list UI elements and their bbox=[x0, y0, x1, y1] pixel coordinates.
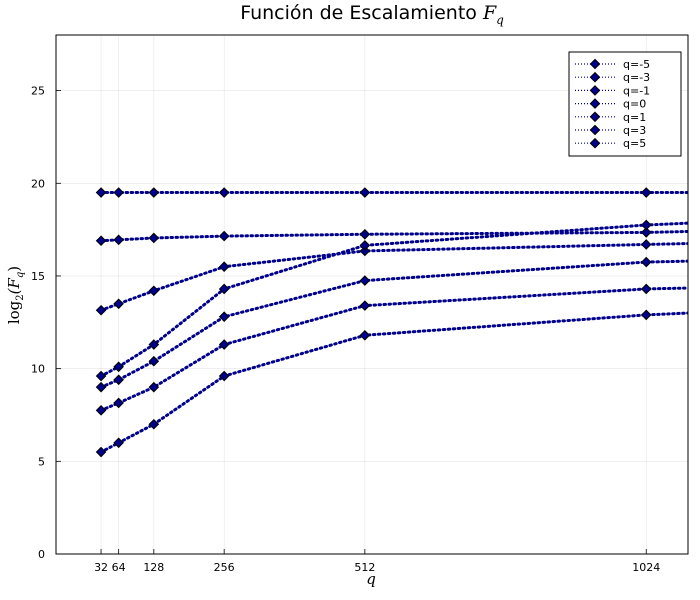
legend-label: q=1 bbox=[623, 111, 646, 124]
data-point bbox=[113, 234, 124, 246]
data-point bbox=[359, 245, 371, 257]
data-point bbox=[148, 355, 160, 367]
data-point bbox=[640, 283, 652, 295]
data-point bbox=[359, 240, 371, 251]
data-point bbox=[148, 381, 160, 393]
y-tick-label: 20 bbox=[31, 177, 45, 190]
x-tick-label: 64 bbox=[112, 561, 126, 574]
data-point bbox=[113, 437, 124, 449]
data-point bbox=[95, 446, 107, 458]
data-point bbox=[359, 329, 371, 341]
x-tick-label: 32 bbox=[94, 561, 108, 574]
data-point bbox=[640, 309, 652, 321]
data-point bbox=[148, 418, 160, 430]
legend-label: q=3 bbox=[623, 124, 646, 137]
data-point bbox=[640, 219, 652, 231]
legend-marker bbox=[589, 58, 601, 70]
plot-frame bbox=[55, 34, 689, 555]
x-axis-ticks: 32 64 128 256 512 1024 bbox=[94, 549, 660, 574]
data-point bbox=[113, 298, 124, 310]
legend-marker bbox=[589, 98, 601, 109]
legend-label: q=-3 bbox=[623, 71, 650, 84]
data-point bbox=[359, 228, 371, 240]
data-point bbox=[148, 232, 160, 244]
data-point bbox=[640, 187, 652, 198]
data-point bbox=[218, 261, 230, 273]
data-point bbox=[95, 235, 107, 247]
x-tick-label: 1024 bbox=[632, 561, 660, 574]
y-tick-label: 25 bbox=[31, 85, 45, 98]
y-axis-ticks: 0 5 10 15 20 25 bbox=[31, 85, 61, 561]
data-point bbox=[218, 311, 230, 323]
legend-marker bbox=[589, 85, 601, 96]
data-point bbox=[359, 275, 371, 286]
x-tick-label: 128 bbox=[143, 561, 164, 574]
data-point bbox=[113, 374, 124, 386]
x-tick-label: 512 bbox=[354, 561, 375, 574]
legend-label: q=-1 bbox=[623, 84, 650, 97]
data-point bbox=[113, 397, 124, 409]
chart-title: Función de Escalamiento Fq bbox=[240, 2, 504, 27]
data-point bbox=[113, 361, 124, 373]
y-axis-label: log2(Fq) bbox=[5, 266, 26, 324]
data-point bbox=[95, 187, 107, 198]
legend-marker bbox=[589, 124, 601, 136]
data-point bbox=[113, 187, 124, 198]
data-point bbox=[640, 227, 652, 238]
data-point bbox=[218, 230, 230, 242]
data-point bbox=[148, 339, 160, 350]
y-tick-label: 15 bbox=[31, 270, 45, 283]
legend-marker bbox=[589, 137, 601, 149]
data-point bbox=[640, 239, 652, 250]
y-tick-label: 10 bbox=[31, 363, 45, 376]
data-point bbox=[359, 187, 371, 198]
data-point bbox=[148, 285, 160, 297]
data-point bbox=[95, 370, 107, 382]
data-point bbox=[359, 300, 371, 311]
data-point bbox=[95, 405, 107, 416]
x-axis-label: q bbox=[366, 570, 376, 588]
data-point bbox=[218, 187, 230, 198]
data-point bbox=[218, 370, 230, 382]
data-point bbox=[218, 283, 230, 295]
legend-label: q=5 bbox=[623, 137, 646, 150]
x-tick-label: 256 bbox=[214, 561, 235, 574]
data-point bbox=[640, 256, 652, 268]
y-tick-label: 0 bbox=[38, 548, 45, 561]
legend-label: q=0 bbox=[623, 98, 646, 111]
y-tick-label: 5 bbox=[38, 455, 45, 468]
legend-marker bbox=[589, 71, 601, 83]
legend-marker bbox=[589, 111, 601, 123]
series-markers bbox=[95, 187, 652, 458]
data-point bbox=[218, 339, 230, 350]
data-point bbox=[148, 187, 160, 198]
data-point bbox=[95, 304, 107, 316]
legend-label: q=-5 bbox=[623, 58, 650, 71]
data-point bbox=[95, 381, 107, 393]
legend: q=-5q=-3q=-1q=0q=1q=3q=5 bbox=[568, 51, 682, 157]
